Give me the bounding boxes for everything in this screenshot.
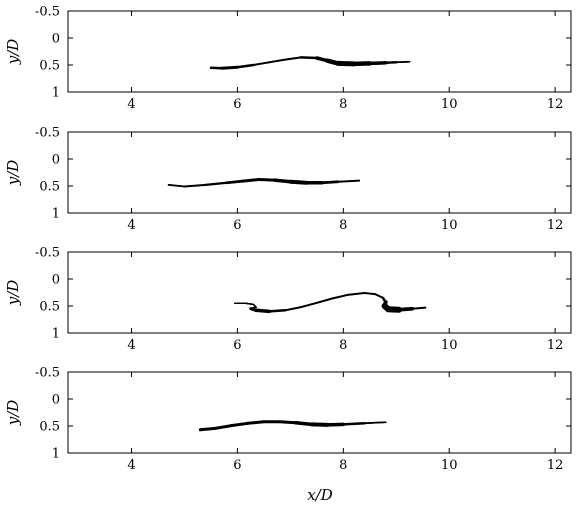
series-segment bbox=[230, 421, 250, 427]
series-1 bbox=[198, 420, 387, 432]
y-tick-label: 0.5 bbox=[39, 59, 60, 74]
plot-frame bbox=[67, 10, 572, 93]
series-segment bbox=[246, 420, 266, 425]
series-segment bbox=[397, 306, 415, 312]
x-tick-label: 8 bbox=[339, 338, 347, 353]
series-segment bbox=[204, 181, 228, 187]
x-tick-label: 6 bbox=[233, 97, 241, 112]
y-tick-label: 1 bbox=[52, 207, 60, 222]
series-segment bbox=[320, 180, 340, 185]
series-segment bbox=[293, 421, 314, 427]
series-segment bbox=[368, 61, 388, 66]
series-1 bbox=[234, 292, 427, 314]
series-segment bbox=[325, 422, 346, 427]
series-1 bbox=[167, 178, 361, 188]
y-tick-label: 0 bbox=[52, 32, 60, 47]
y-tick-label: 0 bbox=[52, 153, 60, 168]
x-tick-label: 4 bbox=[127, 97, 135, 112]
series-segment bbox=[331, 293, 350, 300]
x-tick-label: 12 bbox=[547, 218, 564, 233]
x-tick-label: 10 bbox=[441, 458, 458, 473]
series-segment bbox=[254, 308, 271, 314]
x-tick-label: 4 bbox=[127, 338, 135, 353]
x-tick-label: 10 bbox=[441, 338, 458, 353]
series-segment bbox=[244, 302, 255, 306]
series-segment bbox=[267, 309, 287, 313]
series-segment bbox=[309, 422, 330, 427]
series-segment bbox=[198, 426, 218, 432]
series-segment bbox=[411, 306, 427, 310]
x-tick-label: 4 bbox=[127, 458, 135, 473]
x-tick-label: 8 bbox=[339, 458, 347, 473]
series-segment bbox=[257, 178, 276, 182]
y-tick-label: 1 bbox=[52, 447, 60, 462]
y-tick-label: -0.5 bbox=[35, 126, 60, 141]
x-tick-label: 4 bbox=[127, 218, 135, 233]
y-tick-label: 1 bbox=[52, 86, 60, 101]
panel-2: 4 6 8 10 12 -0.5 0 0.5 1 y/D bbox=[4, 126, 572, 233]
series-segment bbox=[209, 66, 223, 70]
panels: 4 6 8 10 12-0.500.51y/D4 6 8 10 12-0.500.51y/D4 6… bbox=[4, 5, 572, 473]
x-tick-label: 6 bbox=[233, 338, 241, 353]
series-segment bbox=[214, 424, 234, 430]
y-tick-label: -0.5 bbox=[35, 246, 60, 261]
series-segment bbox=[337, 179, 361, 183]
y-tick-label: 1 bbox=[52, 327, 60, 342]
series-segment bbox=[278, 420, 298, 425]
series-segment bbox=[288, 179, 309, 185]
panel-3: 4 6 8 10 12 -0.5 0 0.5 1 y/D bbox=[4, 246, 572, 353]
y-axis-title: y/D bbox=[4, 160, 22, 187]
x-tick-label: 6 bbox=[233, 218, 241, 233]
series-segment bbox=[220, 65, 239, 70]
series-segment bbox=[315, 297, 334, 304]
y-axis-title: y/D bbox=[4, 280, 22, 307]
series-segment bbox=[384, 61, 398, 65]
x-tick-label: 12 bbox=[547, 458, 564, 473]
series-segment bbox=[268, 58, 287, 64]
y-tick-label: -0.5 bbox=[35, 5, 60, 20]
series-1 bbox=[209, 56, 411, 70]
series-segment bbox=[236, 63, 255, 69]
series-segment bbox=[284, 56, 302, 61]
x-tick-label: 10 bbox=[441, 218, 458, 233]
series-segment bbox=[351, 61, 373, 67]
panel-1: 4 6 8 10 12 -0.5 0 0.5 1 y/D bbox=[4, 5, 572, 112]
plot-frame bbox=[67, 131, 572, 214]
series-segment bbox=[342, 422, 366, 426]
y-tick-label: 0.5 bbox=[39, 180, 60, 195]
y-tick-label: 0.5 bbox=[39, 300, 60, 315]
series-segment bbox=[395, 60, 411, 64]
plot-frame bbox=[67, 371, 572, 454]
x-tick-label: 12 bbox=[547, 338, 564, 353]
plot-frame bbox=[67, 251, 572, 334]
series-segment bbox=[241, 178, 261, 183]
series-segment bbox=[252, 61, 271, 66]
series-segment bbox=[225, 179, 245, 185]
series-segment bbox=[374, 293, 384, 299]
series-segment bbox=[183, 183, 207, 188]
series-segment bbox=[347, 292, 366, 296]
y-tick-label: 0 bbox=[52, 273, 60, 288]
series-segment bbox=[300, 301, 318, 309]
series-segment bbox=[363, 292, 377, 296]
y-axis-title: y/D bbox=[4, 400, 22, 427]
y-tick-label: -0.5 bbox=[35, 366, 60, 381]
x-tick-label: 8 bbox=[339, 218, 347, 233]
x-tick-label: 8 bbox=[339, 97, 347, 112]
y-axis-title: y/D bbox=[4, 39, 22, 66]
series-segment bbox=[167, 184, 186, 188]
panel-4: 4 6 8 10 12 -0.5 0 0.5 1 y/D bbox=[4, 366, 572, 473]
series-segment bbox=[335, 60, 357, 67]
series-segment bbox=[363, 421, 387, 425]
y-tick-label: 0.5 bbox=[39, 420, 60, 435]
series-segment bbox=[272, 178, 293, 184]
y-tick-label: 0 bbox=[52, 393, 60, 408]
series-segment bbox=[284, 306, 302, 312]
x-tick-label: 12 bbox=[547, 97, 564, 112]
x-axis-title: x/D bbox=[307, 486, 333, 504]
x-tick-label: 10 bbox=[441, 97, 458, 112]
series-segment bbox=[299, 56, 319, 60]
x-tick-label: 6 bbox=[233, 458, 241, 473]
